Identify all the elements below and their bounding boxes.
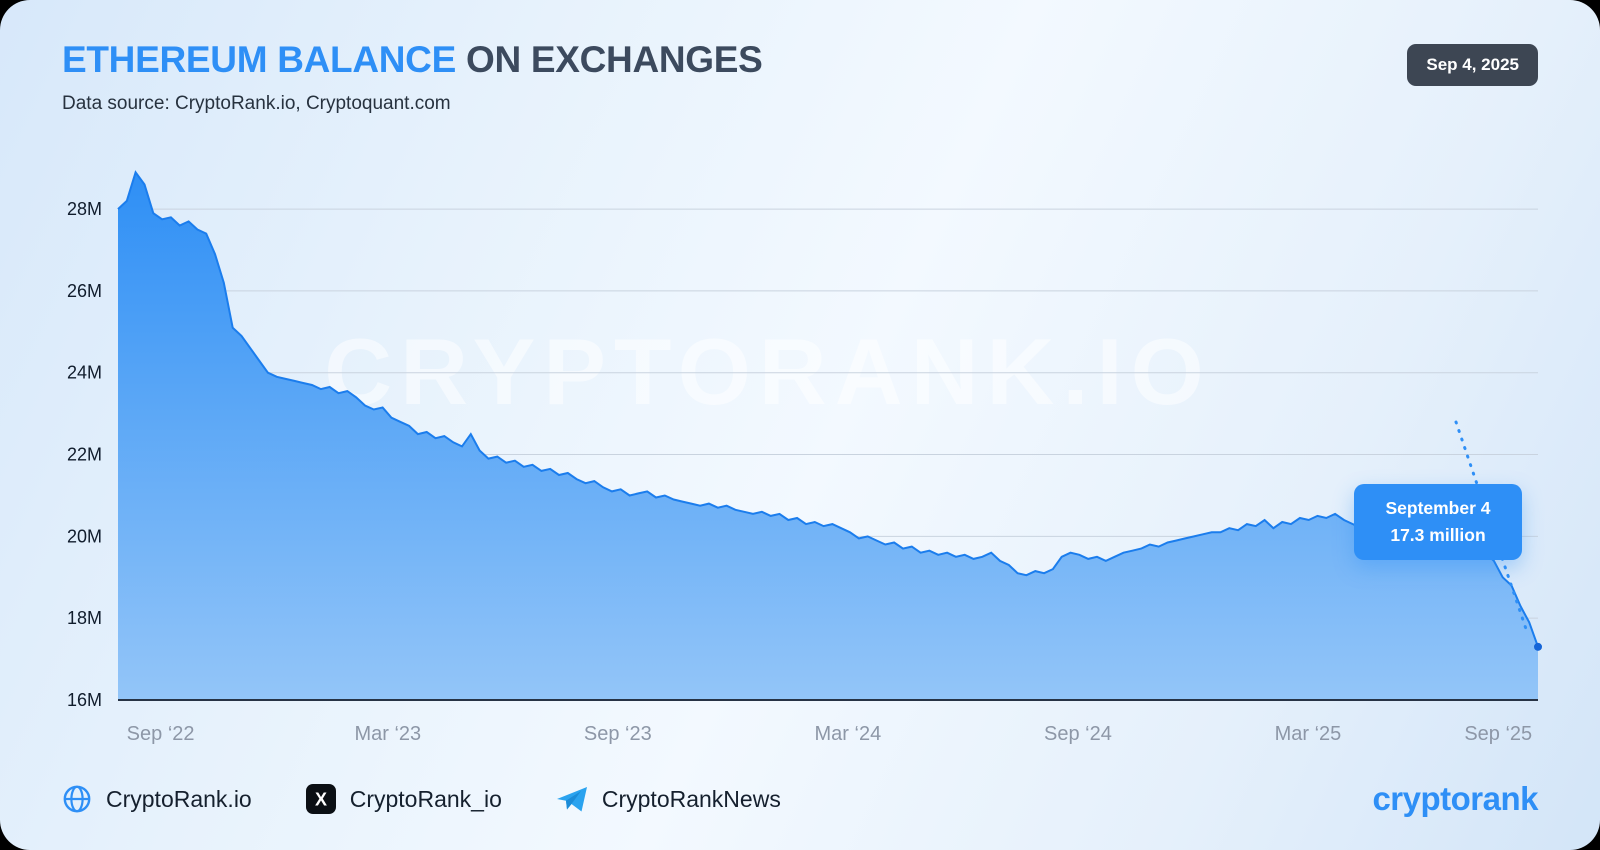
header-text: ETHEREUM BALANCE ON EXCHANGES Data sourc… — [62, 39, 763, 115]
svg-text:X: X — [315, 790, 327, 810]
annotation-value: 17.3 million — [1390, 525, 1486, 546]
cryptorank-logo: cryptorank — [1372, 780, 1538, 817]
footer-twitter-link[interactable]: X CryptoRank_io — [305, 784, 502, 814]
footer-telegram-label: CryptoRankNews — [601, 785, 781, 812]
svg-text:26M: 26M — [67, 281, 102, 301]
svg-text:20M: 20M — [67, 526, 102, 546]
svg-text:Sep ‘24: Sep ‘24 — [1044, 723, 1112, 745]
footer-twitter-label: CryptoRank_io — [349, 785, 502, 812]
svg-text:Mar ‘25: Mar ‘25 — [1275, 723, 1342, 745]
svg-text:22M: 22M — [67, 445, 102, 465]
svg-text:16M: 16M — [67, 690, 102, 710]
svg-text:Sep ‘23: Sep ‘23 — [584, 723, 652, 745]
page-title: ETHEREUM BALANCE ON EXCHANGES — [62, 39, 763, 81]
title-rest: ON EXCHANGES — [455, 39, 763, 80]
annotation-date: September 4 — [1385, 498, 1491, 518]
chart-region: CRYPTORANK.IO 16M 18M 20M 22M 24M 26M 28M Sep ‘… — [0, 140, 1600, 764]
x-axis: Sep ‘22 Mar ‘23 Sep ‘23 Mar ‘24 Sep ‘24 Mar ‘… — [127, 723, 1532, 745]
last-point-dot — [1534, 642, 1542, 651]
svg-text:24M: 24M — [67, 363, 102, 383]
footer-website-link[interactable]: CryptoRank.io — [62, 784, 252, 814]
telegram-icon — [556, 784, 588, 814]
svg-text:Mar ‘23: Mar ‘23 — [354, 723, 421, 745]
annotation-tooltip: September 4 17.3 million — [1354, 484, 1522, 561]
footer-telegram-link[interactable]: CryptoRankNews — [556, 784, 781, 814]
svg-text:Sep ‘22: Sep ‘22 — [127, 723, 195, 745]
date-badge: Sep 4, 2025 — [1407, 44, 1538, 86]
annotation-pointer-line — [1454, 420, 1530, 637]
x-twitter-icon: X — [305, 784, 336, 814]
header: ETHEREUM BALANCE ON EXCHANGES Data sourc… — [62, 39, 1538, 115]
data-source-subtitle: Data source: CryptoRank.io, Cryptoquant.… — [62, 92, 451, 114]
area-series — [118, 172, 1538, 701]
footer-website-label: CryptoRank.io — [106, 785, 252, 812]
svg-text:Sep ‘25: Sep ‘25 — [1464, 723, 1532, 745]
title-accent: ETHEREUM BALANCE — [62, 39, 456, 80]
svg-text:Mar ‘24: Mar ‘24 — [815, 723, 882, 745]
svg-text:18M: 18M — [67, 608, 102, 628]
series-line — [117, 170, 1539, 648]
footer: CryptoRank.io X CryptoRank_io CryptoRank… — [62, 780, 1538, 818]
globe-icon — [62, 784, 92, 814]
svg-text:28M: 28M — [67, 199, 102, 219]
